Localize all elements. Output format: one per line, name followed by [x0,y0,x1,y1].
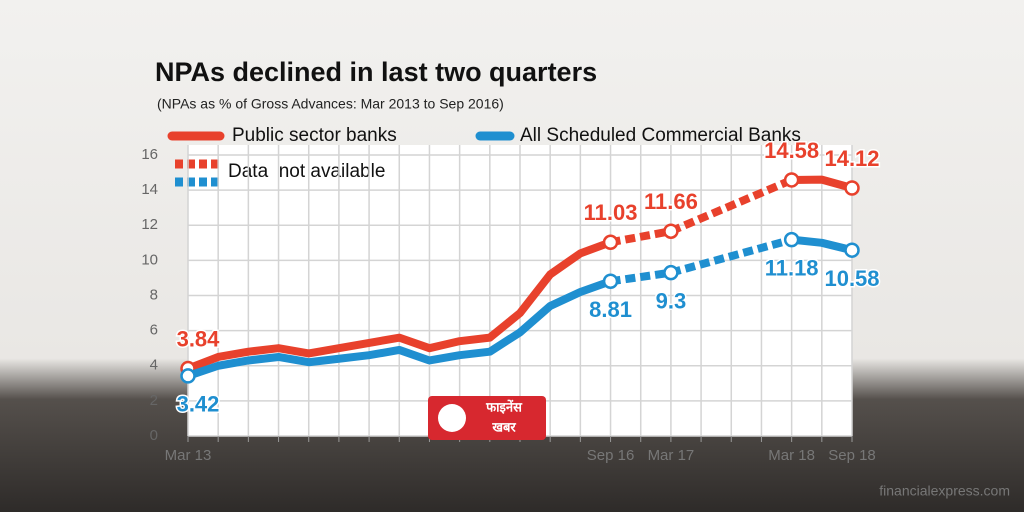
point-marker [602,273,619,290]
point-marker [844,242,860,258]
gap-line [609,268,672,286]
y-tick-label: 2 [150,392,158,409]
data-label: 11.03 [584,200,638,225]
y-tick-label: 14 [141,181,158,198]
data-label: 8.81 [589,297,632,322]
data-label: 14.58 [764,138,819,163]
point-marker [783,231,800,248]
gap-line [669,176,794,235]
legend-label: Public sector banks [232,125,397,146]
point-marker [663,264,679,281]
x-tick-label: Mar 17 [648,447,695,464]
source: financialexpress.com [879,483,1010,499]
legend-label: Data not available [228,161,385,182]
data-label: 11.18 [765,255,819,280]
data-label: 9.3 [656,288,687,313]
data-label: 3.42 [177,392,220,417]
y-tick-label: 10 [141,251,158,268]
point-marker [844,180,860,196]
series-line [791,235,853,255]
data-label: 3.84 [177,326,221,351]
series-line [186,277,612,380]
y-tick-label: 0 [150,427,158,444]
data-label: 11.66 [644,189,698,214]
x-tick-label: Sep 18 [828,447,876,464]
y-tick-label: 16 [141,146,158,163]
y-tick-label: 4 [150,357,158,374]
point-marker [783,172,800,188]
chart-subtitle: (NPAs as % of Gross Advances: Mar 2013 t… [157,96,504,112]
y-tick-label: 12 [141,216,158,233]
x-tick-label: Sep 16 [587,447,635,464]
series-line [791,175,854,192]
point-marker [663,223,679,239]
data-label: 10.58 [824,266,879,291]
data-label: 14.12 [824,146,879,171]
y-tick-label: 8 [150,286,158,303]
point-marker [180,368,196,384]
gap-line [609,227,672,247]
legend-label: All Scheduled Commercial Banks [520,125,801,146]
x-tick-label: Mar 13 [165,447,212,464]
x-tick-label: Mar 18 [768,447,815,464]
y-tick-label: 6 [150,322,158,339]
chart-title: NPAs declined in last two quarters [155,57,597,87]
logo-text: खबर [491,419,516,434]
logo: फाइनेंस खबर [428,396,546,440]
point-marker [602,234,619,251]
logo-globe [438,404,466,432]
series-line [186,238,612,373]
logo-text: फाइनेंस [485,399,523,414]
gap-line [669,235,793,277]
